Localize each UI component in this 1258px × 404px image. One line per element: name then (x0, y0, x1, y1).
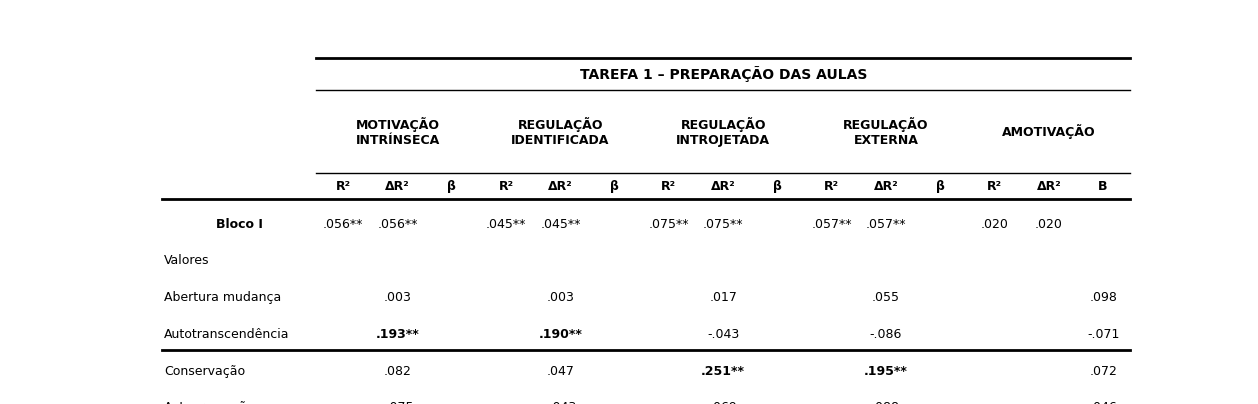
Text: R²: R² (498, 180, 513, 193)
Text: -.043: -.043 (707, 328, 740, 341)
Text: R²: R² (988, 180, 1003, 193)
Text: .193**: .193** (376, 328, 419, 341)
Text: R²: R² (662, 180, 677, 193)
Text: .056**: .056** (377, 218, 418, 231)
Text: .045**: .045** (486, 218, 526, 231)
Text: .020: .020 (981, 218, 1009, 231)
Text: .056**: .056** (323, 218, 364, 231)
Text: .057**: .057** (811, 218, 852, 231)
Text: MOTIVAÇÃO
INTRÍNSECA: MOTIVAÇÃO INTRÍNSECA (356, 117, 440, 147)
Text: -.086: -.086 (869, 328, 902, 341)
Text: TAREFA 1 – PREPARAÇÃO DAS AULAS: TAREFA 1 – PREPARAÇÃO DAS AULAS (580, 66, 867, 82)
Text: .072: .072 (1089, 364, 1117, 378)
Text: .082: .082 (384, 364, 411, 378)
Text: Bloco I: Bloco I (215, 218, 263, 231)
Text: .098: .098 (1089, 291, 1117, 304)
Text: REGULAÇÃO
IDENTIFICADA: REGULAÇÃO IDENTIFICADA (511, 117, 610, 147)
Text: .047: .047 (546, 364, 575, 378)
Text: Autotranscendência: Autotranscendência (164, 328, 289, 341)
Text: .195**: .195** (864, 364, 908, 378)
Text: .057**: .057** (866, 218, 906, 231)
Text: B: B (1098, 180, 1108, 193)
Text: .075**: .075** (649, 218, 689, 231)
Text: Conservação: Conservação (164, 364, 245, 378)
Text: .251**: .251** (701, 364, 745, 378)
Text: .003: .003 (384, 291, 411, 304)
Text: Abertura mudança: Abertura mudança (164, 291, 282, 304)
Text: .069: .069 (710, 401, 737, 404)
Text: .020: .020 (1035, 218, 1063, 231)
Text: .046: .046 (1089, 401, 1117, 404)
Text: -.071: -.071 (1087, 328, 1120, 341)
Text: REGULAÇÃO
EXTERNA: REGULAÇÃO EXTERNA (843, 117, 928, 147)
Text: R²: R² (336, 180, 351, 193)
Text: β: β (936, 180, 945, 193)
Text: -.075: -.075 (381, 401, 414, 404)
Text: .003: .003 (546, 291, 575, 304)
Text: ΔR²: ΔR² (1037, 180, 1062, 193)
Text: -.043: -.043 (545, 401, 576, 404)
Text: .045**: .045** (540, 218, 581, 231)
Text: R²: R² (824, 180, 839, 193)
Text: ΔR²: ΔR² (385, 180, 410, 193)
Text: AMOTIVAÇÃO: AMOTIVAÇÃO (1003, 124, 1096, 139)
Text: β: β (774, 180, 782, 193)
Text: β: β (610, 180, 619, 193)
Text: .017: .017 (710, 291, 737, 304)
Text: Autopromoção: Autopromoção (164, 401, 255, 404)
Text: .075**: .075** (703, 218, 743, 231)
Text: ΔR²: ΔR² (711, 180, 736, 193)
Text: Valores: Valores (164, 255, 210, 267)
Text: ΔR²: ΔR² (873, 180, 898, 193)
Text: ΔR²: ΔR² (548, 180, 572, 193)
Text: β: β (448, 180, 457, 193)
Text: .088: .088 (872, 401, 899, 404)
Text: REGULAÇÃO
INTROJETADA: REGULAÇÃO INTROJETADA (677, 117, 770, 147)
Text: .055: .055 (872, 291, 899, 304)
Text: .190**: .190** (538, 328, 582, 341)
